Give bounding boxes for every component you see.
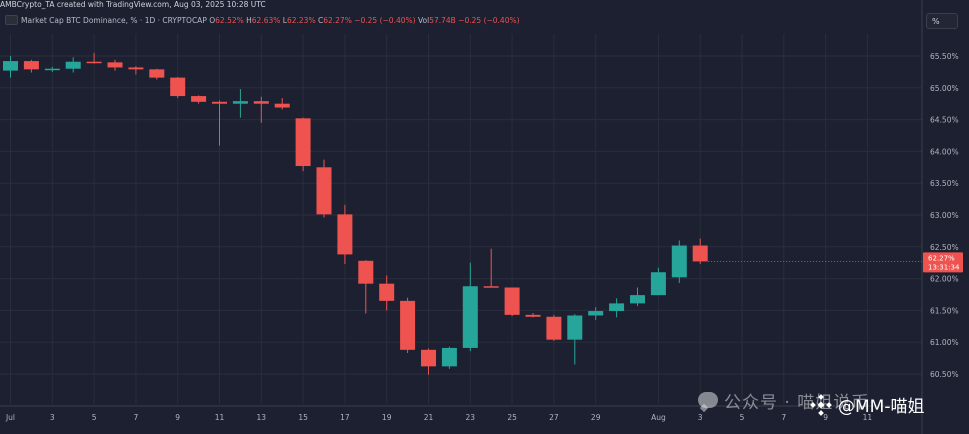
candle-body[interactable] xyxy=(379,283,395,301)
symbol-legend: Market Cap BTC Dominance, % · 1D · CRYPT… xyxy=(5,15,520,27)
chart-created-caption: AMBCrypto_TA created with TradingView.co… xyxy=(0,0,266,9)
candle-body[interactable] xyxy=(3,61,18,71)
x-tick-label: 7 xyxy=(781,413,786,422)
y-tick-label: 64.50% xyxy=(930,116,959,125)
x-tick-label: 23 xyxy=(466,413,476,422)
x-tick-label: Aug xyxy=(651,413,666,422)
candle-body[interactable] xyxy=(358,260,374,284)
watermark-handle: @MM-喵姐 xyxy=(838,397,925,417)
watermark-wechat: 公众号 · 喵姐说币 xyxy=(698,385,869,415)
candle-body[interactable] xyxy=(400,300,416,350)
x-tick-label: 15 xyxy=(298,413,308,422)
x-tick-label: 25 xyxy=(507,413,517,422)
x-tick-label: 3 xyxy=(698,413,703,422)
y-tick-label: 63.50% xyxy=(930,179,959,188)
y-tick-label: 60.50% xyxy=(930,370,959,379)
binance-icon xyxy=(810,393,832,416)
candle-body[interactable] xyxy=(630,295,645,304)
candle-body[interactable] xyxy=(170,77,186,97)
candle-body[interactable] xyxy=(107,62,123,68)
candle-body[interactable] xyxy=(212,101,227,104)
close-value: 62.27% xyxy=(323,16,352,25)
percent-scale-toggle[interactable]: % xyxy=(926,13,958,29)
high-value: 62.63% xyxy=(251,16,281,25)
candle-body[interactable] xyxy=(483,286,499,288)
candle-body[interactable] xyxy=(44,68,60,71)
symbol-name: Market Cap BTC Dominance, % · 1D · CRYPT… xyxy=(21,16,207,25)
last-price-value: 62.27% xyxy=(928,254,955,262)
watermark-text: 公众号 · 喵姐说币 xyxy=(724,392,870,413)
vol-change-value: −0.25 (−0.40%) xyxy=(458,16,520,25)
candle-body[interactable] xyxy=(546,316,562,340)
x-tick-label: 7 xyxy=(134,413,139,422)
last-price-tag xyxy=(923,252,963,273)
x-tick-label: 27 xyxy=(549,413,559,422)
y-tick-label: 63.00% xyxy=(930,211,959,220)
y-tick-label: 64.00% xyxy=(930,147,959,156)
candle-body[interactable] xyxy=(588,311,604,316)
high-label: H xyxy=(246,16,252,25)
wechat-icon xyxy=(698,392,718,408)
y-tick-label: 65.00% xyxy=(930,84,959,93)
y-tick-label: 62.00% xyxy=(930,275,959,284)
candle-body[interactable] xyxy=(274,103,290,108)
candle-body[interactable] xyxy=(316,167,332,215)
candle-body[interactable] xyxy=(462,286,478,348)
candle-body[interactable] xyxy=(191,96,207,102)
x-tick-label: 3 xyxy=(50,413,55,422)
x-tick-label: 29 xyxy=(591,413,601,422)
x-tick-label: 5 xyxy=(740,413,745,422)
candle-body[interactable] xyxy=(253,101,269,104)
candle-body[interactable] xyxy=(504,287,520,315)
y-tick-label: 62.50% xyxy=(930,243,959,252)
candle-body[interactable] xyxy=(567,315,583,340)
x-tick-label: 21 xyxy=(424,413,434,422)
candle-body[interactable] xyxy=(337,214,353,255)
vol-value: 57.74B xyxy=(429,16,456,25)
y-tick-label: 65.50% xyxy=(930,52,959,61)
x-tick-label: 9 xyxy=(823,413,828,422)
bar-countdown: 13:31:34 xyxy=(928,263,960,271)
candle-body[interactable] xyxy=(609,303,625,312)
watermark-brand: @MM-喵姐 xyxy=(810,392,924,417)
close-label: C xyxy=(317,16,324,25)
x-tick-label: 19 xyxy=(382,413,392,422)
x-tick-label: 13 xyxy=(257,413,267,422)
candle-body[interactable] xyxy=(671,245,687,278)
candle-body[interactable] xyxy=(232,101,248,104)
candle-body[interactable] xyxy=(65,61,81,69)
x-tick-label: Jul xyxy=(5,413,15,422)
candle-body[interactable] xyxy=(128,67,144,70)
candle-body[interactable] xyxy=(650,272,666,296)
x-tick-label: 11 xyxy=(863,413,873,422)
change-value: −0.25 (−0.40%) xyxy=(354,16,416,25)
open-label: O xyxy=(209,16,216,25)
x-tick-label: 5 xyxy=(92,413,97,422)
candle-body[interactable] xyxy=(86,61,102,64)
candle-body[interactable] xyxy=(525,314,541,317)
candle-body[interactable] xyxy=(23,61,39,70)
y-tick-label: 61.50% xyxy=(930,306,959,315)
collapse-legend-icon[interactable] xyxy=(5,15,18,25)
x-tick-label: 17 xyxy=(340,413,350,422)
candle-body[interactable] xyxy=(149,69,165,78)
low-label: L xyxy=(282,16,287,25)
open-value: 62.52% xyxy=(215,16,244,25)
x-tick-label: 9 xyxy=(175,413,180,422)
low-value: 62.23% xyxy=(286,16,316,25)
candle-body[interactable] xyxy=(295,118,311,167)
vol-label: Vol xyxy=(417,16,430,25)
candle-body[interactable] xyxy=(441,347,457,367)
y-tick-label: 61.00% xyxy=(930,338,959,347)
x-tick-label: 11 xyxy=(215,413,225,422)
candle-body[interactable] xyxy=(421,349,436,367)
candle-body[interactable] xyxy=(692,245,708,262)
